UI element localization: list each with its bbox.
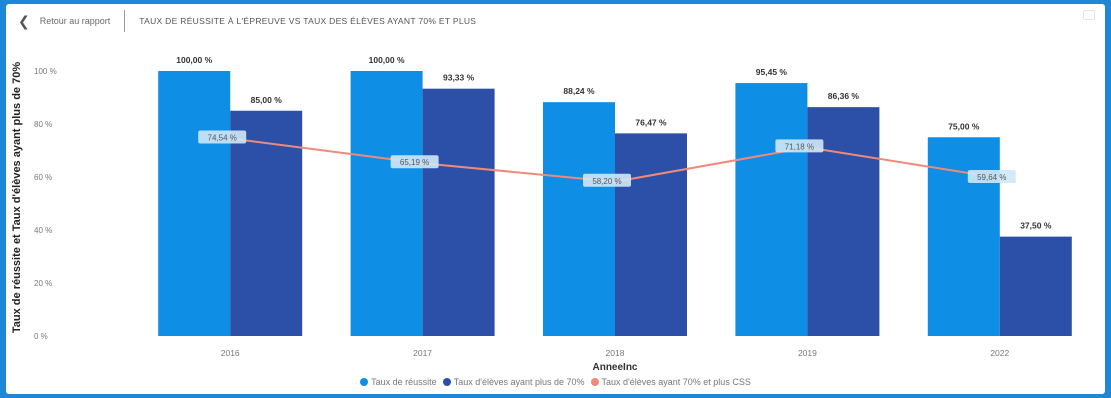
bar-data-label: 93,33 % (443, 73, 475, 83)
bar-data-label: 100,00 % (176, 55, 212, 65)
line-label-box (967, 169, 1016, 183)
bar-data-label: 37,50 % (1020, 221, 1052, 231)
y-tick-label: 0 % (34, 332, 48, 341)
focus-mode-icon[interactable] (1083, 10, 1095, 20)
line-data-label: 65,19 % (400, 158, 429, 167)
bar-data-label: 86,36 % (828, 91, 860, 101)
y-tick-label: 80 % (34, 120, 52, 129)
y-tick-label: 40 % (34, 226, 52, 235)
y-tick-label: 100 % (34, 67, 57, 76)
line-label-box (390, 155, 439, 169)
chart-legend: Taux de réussite Taux d'élèves ayant plus… (6, 375, 1105, 389)
bar-taux-70 (230, 110, 303, 336)
x-tick-label: 2018 (606, 348, 625, 358)
chevron-left-icon: ❮ (18, 13, 30, 29)
bar-data-label: 75,00 % (948, 121, 980, 131)
line-label-box (198, 130, 247, 144)
legend-label: Taux d'élèves ayant plus de 70% (453, 377, 585, 387)
bar-taux-70 (999, 236, 1072, 336)
x-tick-label: 2016 (221, 348, 240, 358)
y-tick-label: 20 % (34, 279, 52, 288)
legend-item[interactable]: Taux de réussite (360, 377, 437, 387)
line-data-label: 74,54 % (208, 133, 237, 142)
bar-taux-reussite (543, 102, 615, 336)
bar-taux-reussite (927, 137, 1000, 336)
line-data-label: 58,20 % (592, 177, 621, 186)
header-separator (124, 10, 126, 32)
legend-dot-icon (590, 378, 599, 386)
back-to-report-button[interactable]: ❮ Retour au rapport (18, 4, 110, 38)
x-tick-label: 2022 (990, 348, 1009, 358)
x-tick-label: 2019 (798, 348, 817, 358)
line-label-box (583, 173, 631, 187)
bar-taux-70 (615, 133, 687, 336)
bar-taux-reussite (158, 71, 231, 336)
bar-taux-70 (422, 88, 495, 336)
x-axis-title: AnneeInc (592, 362, 637, 373)
legend-dot-icon (442, 378, 451, 386)
back-label: Retour au rapport (39, 16, 111, 26)
bar-taux-reussite (350, 71, 423, 336)
bar-data-label: 76,47 % (635, 117, 667, 127)
bar-taux-reussite (735, 83, 808, 336)
chart-title: TAUX DE RÉUSSITE À L'ÉPREUVE VS TAUX DES… (139, 16, 477, 26)
x-tick-label: 2017 (413, 348, 432, 358)
line-label-box (775, 139, 824, 153)
legend-label: Taux d'élèves ayant 70% et plus CSS (601, 377, 751, 387)
legend-dot-icon (360, 378, 369, 386)
y-tick-label: 60 % (34, 173, 52, 182)
legend-label: Taux de réussite (371, 377, 437, 387)
chart-card: ❮ Retour au rapport TAUX DE RÉUSSITE À L… (6, 4, 1105, 394)
bar-data-label: 85,00 % (251, 95, 283, 105)
line-data-label: 71,18 % (785, 142, 814, 151)
y-axis-title: Taux de réussite et Taux d'élèves ayant … (11, 62, 23, 333)
line-data-label: 59,64 % (977, 173, 1006, 182)
legend-item[interactable]: Taux d'élèves ayant plus de 70% (442, 377, 585, 387)
bar-data-label: 100,00 % (369, 55, 405, 65)
legend-item[interactable]: Taux d'élèves ayant 70% et plus CSS (590, 377, 751, 387)
header-bar: ❮ Retour au rapport TAUX DE RÉUSSITE À L… (6, 4, 1105, 38)
chart-svg: Taux de réussite et Taux d'élèves ayant … (11, 55, 1072, 373)
bar-data-label: 88,24 % (563, 86, 595, 96)
bar-data-label: 95,45 % (756, 67, 788, 77)
